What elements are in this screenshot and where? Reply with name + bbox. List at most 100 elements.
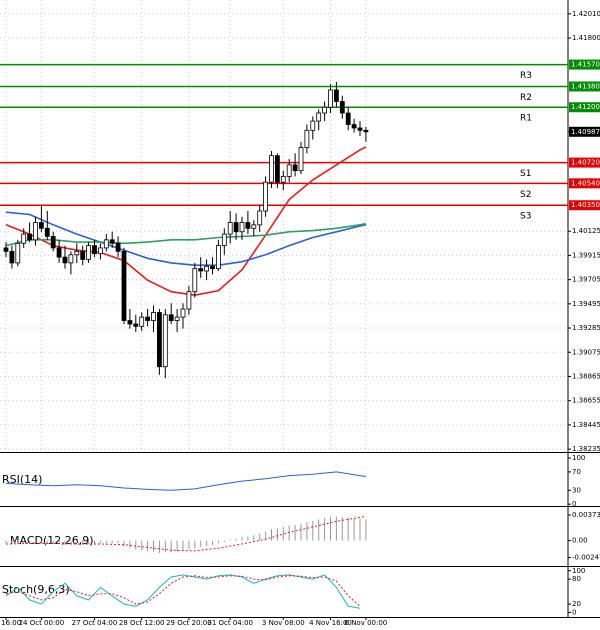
candle-body: [304, 129, 310, 148]
candle-body: [33, 222, 38, 241]
candle-body: [286, 164, 292, 177]
indicator-name: Stoch(9,6,3): [2, 583, 70, 596]
candle-body: [133, 323, 139, 327]
y-tick-label: 0.00: [572, 537, 588, 545]
macd-signal: [5, 516, 366, 552]
candle-body: [9, 250, 15, 264]
level-price-box: [569, 102, 600, 113]
candle-body: [115, 242, 121, 252]
y-tick-label: 1.42010: [572, 10, 600, 18]
candle-body: [233, 222, 239, 233]
x-tick-label: 16:00: [1, 619, 21, 627]
y-tick-label: 20: [572, 600, 581, 608]
indicator-name: MACD(12,26,9): [10, 534, 94, 547]
x-tick-label: 28 Oct 12:00: [119, 619, 165, 627]
candle-body: [56, 247, 62, 258]
candle-body: [239, 222, 245, 233]
indicator-name: RSI(14): [2, 473, 42, 486]
y-tick-label: 100: [572, 567, 585, 575]
y-tick-label: 0: [572, 500, 576, 508]
y-tick-label: 100: [572, 454, 585, 462]
candle-body: [192, 268, 198, 293]
candle-body: [316, 112, 322, 122]
candle-body: [98, 247, 103, 255]
y-tick-label: -0.002473: [572, 554, 600, 562]
y-tick-label: 1.38235: [572, 445, 600, 453]
candle-body: [103, 239, 109, 249]
candle-body: [62, 256, 68, 264]
candle-body: [180, 308, 186, 318]
y-tick-label: 1.38445: [572, 421, 600, 429]
level-price-label: 1.41380: [571, 82, 600, 90]
level-name: R2: [520, 93, 532, 103]
candle-body: [210, 265, 215, 270]
candle-body: [251, 224, 257, 229]
y-tick-label: 1.41800: [572, 34, 600, 42]
last-price-box: [569, 126, 600, 137]
level-price-box: [569, 59, 600, 70]
y-tick-label: 1.39705: [572, 276, 600, 284]
y-tick-label: 1.39495: [572, 300, 600, 308]
y-tick-label: 1.40125: [572, 227, 600, 235]
candle-body: [50, 235, 56, 249]
y-tick-label: 30: [572, 486, 581, 494]
x-tick-label: 6 Nov 00:00: [345, 619, 388, 627]
candle-body: [345, 112, 351, 125]
candle-body: [127, 320, 133, 325]
candle-body: [298, 147, 304, 172]
candle-body: [198, 268, 204, 272]
level-name: R3: [520, 71, 532, 81]
candle-body: [21, 233, 27, 244]
candle-body: [156, 312, 162, 368]
candle-body: [227, 222, 233, 235]
rsi-line: [5, 471, 366, 491]
level-price-label: 1.40350: [571, 201, 600, 209]
candle-body: [109, 239, 115, 244]
x-tick-label: 31 Oct 04:00: [207, 619, 253, 627]
candle-body: [86, 245, 91, 260]
candle-body: [92, 245, 97, 255]
moving-average: [5, 222, 367, 247]
candle-body: [215, 245, 221, 270]
y-tick-label: 1.38865: [572, 372, 600, 380]
candle-body: [269, 155, 274, 183]
candle-body: [328, 89, 333, 108]
x-tick-label: 4 Nov 16:00: [309, 619, 352, 627]
candle-body: [162, 314, 168, 368]
candle-body: [68, 254, 74, 264]
candle-body: [74, 250, 80, 256]
candle-body: [310, 120, 316, 131]
candle-body: [145, 316, 151, 321]
y-tick-label: 1.39075: [572, 348, 600, 356]
candle-body: [151, 312, 156, 321]
y-tick-label: 1.38655: [572, 397, 600, 405]
candle-body: [339, 101, 345, 114]
candle-body: [27, 233, 33, 241]
level-price-label: 1.40720: [571, 159, 600, 167]
x-tick-label: 27 Oct 04:00: [72, 619, 118, 627]
x-tick-label: 29 Oct 20:00: [166, 619, 212, 627]
candle-body: [204, 265, 210, 272]
candle-body: [15, 242, 21, 264]
candle-body: [139, 316, 145, 327]
last-price-label: 1.40987: [571, 128, 600, 136]
y-tick-label: 0: [572, 608, 576, 616]
candle-body: [357, 127, 363, 131]
candle-body: [121, 250, 127, 321]
candle-body: [257, 210, 263, 226]
x-tick-label: 24 Oct 00:00: [19, 619, 65, 627]
candle-body: [80, 250, 86, 260]
candle-body: [174, 316, 180, 321]
stoch-d: [5, 575, 361, 607]
level-price-box: [569, 178, 600, 189]
level-price-box: [569, 200, 600, 211]
candle-body: [168, 314, 174, 321]
level-name: S3: [520, 212, 531, 222]
candle-body: [351, 124, 357, 129]
candle-body: [3, 247, 9, 252]
y-tick-label: 70: [572, 468, 581, 476]
candle-body: [245, 222, 251, 229]
level-name: S2: [520, 190, 531, 200]
stoch-k: [5, 574, 361, 609]
candle-body: [333, 89, 339, 102]
